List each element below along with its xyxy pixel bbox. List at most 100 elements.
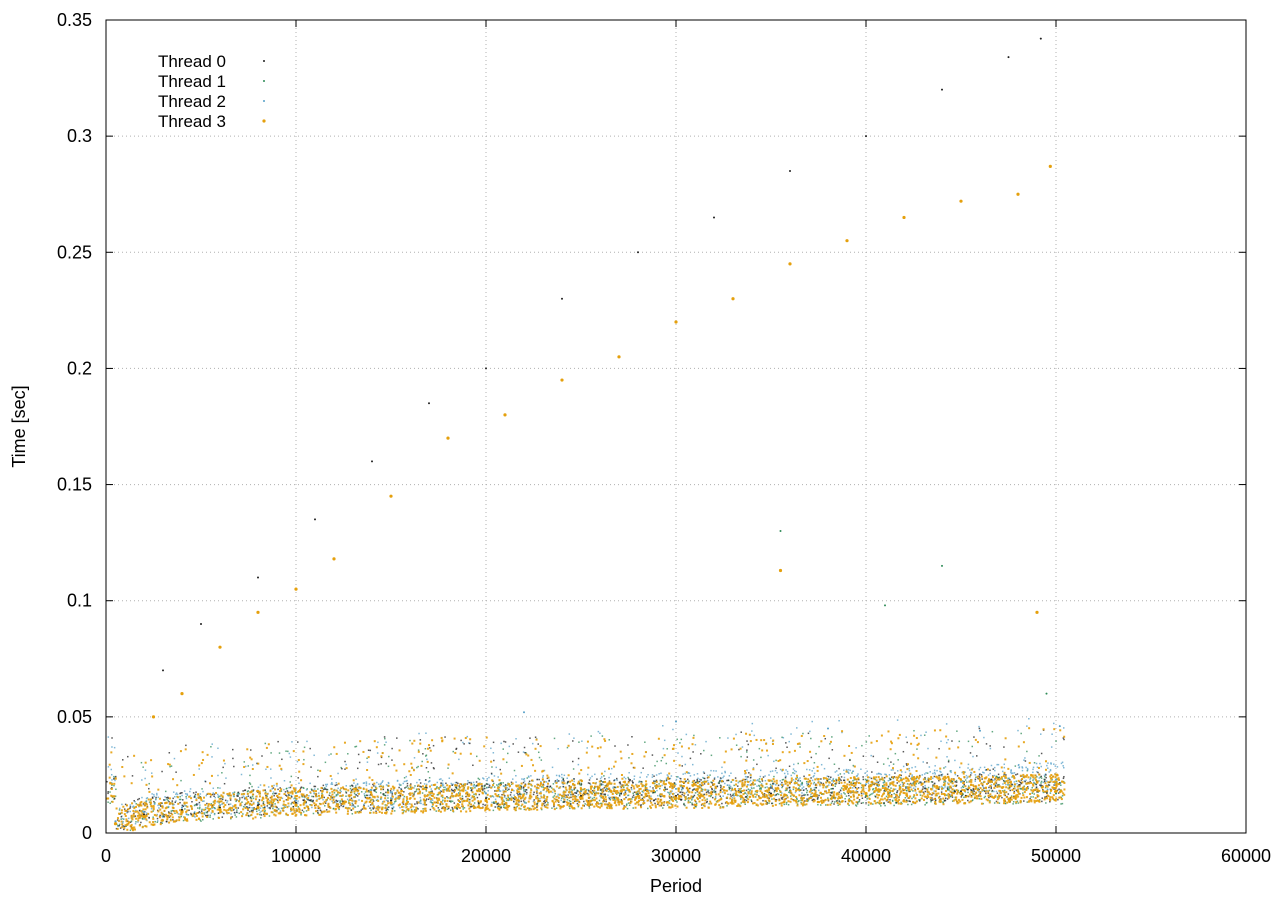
density-dot [414,757,416,759]
density-dot [816,787,818,789]
density-dot [685,798,687,800]
density-dot [768,774,770,776]
density-dot [788,804,790,806]
density-dot [905,780,907,782]
density-dot [411,743,413,745]
density-dot [869,777,871,779]
density-dot [1061,781,1063,783]
density-dot [249,787,251,789]
density-dot [708,803,710,805]
density-dot [311,796,313,798]
density-dot [825,804,827,806]
density-dot [411,793,413,795]
density-dot [122,806,124,808]
density-dot [639,792,641,794]
density-dot [248,795,250,797]
density-dot [729,788,731,790]
density-dot [417,808,419,810]
density-dot [1049,796,1051,798]
density-dot [426,767,428,769]
density-dot [152,816,154,818]
density-dot [242,813,244,815]
density-dot [695,744,697,746]
density-dot [963,782,965,784]
density-dot [1008,793,1010,795]
density-dot [447,767,449,769]
density-dot [615,804,617,806]
density-dot [703,750,705,752]
density-dot [334,792,336,794]
density-dot [350,788,352,790]
density-dot [863,755,865,757]
density-dot [1004,764,1006,766]
density-dot [1063,776,1065,778]
density-dot [986,743,988,745]
density-dot [996,791,998,793]
density-dot [1050,792,1052,794]
density-dot [451,807,453,809]
density-dot [837,802,839,804]
density-dot [355,778,357,780]
density-dot [265,795,267,797]
density-dot [342,794,344,796]
density-dot [672,729,674,731]
density-dot [625,778,627,780]
density-dot [557,748,559,750]
density-dot [462,742,464,744]
density-dot [916,780,918,782]
density-dot [438,807,440,809]
density-dot [409,803,411,805]
density-dot [1011,784,1013,786]
density-dot [367,761,369,763]
density-dot [111,737,113,739]
density-dot [745,760,747,762]
density-dot [416,782,418,784]
density-dot [346,792,348,794]
density-dot [723,775,725,777]
density-dot [850,782,852,784]
density-dot [730,794,732,796]
density-dot [418,802,420,804]
density-dot [807,790,809,792]
density-dot [474,784,476,786]
density-dot [353,782,355,784]
density-dot [433,767,435,769]
density-dot [240,811,242,813]
density-dot [844,798,846,800]
density-dot [567,799,569,801]
density-dot [145,769,147,771]
density-dot [846,795,848,797]
density-dot [118,825,120,827]
density-dot [1041,781,1043,783]
density-dot [266,793,268,795]
density-dot [763,776,765,778]
density-dot [926,802,928,804]
density-dot [663,748,665,750]
density-dot [352,813,354,815]
density-dot [700,779,702,781]
density-dot [568,802,570,804]
density-dot [592,790,594,792]
density-dot [507,753,509,755]
density-dot [1026,751,1028,753]
density-dot [313,813,315,815]
density-dot [951,740,953,742]
density-dot [861,802,863,804]
density-dot [666,789,668,791]
density-dot [306,741,308,743]
density-dot [1023,797,1025,799]
density-dot [1051,796,1053,798]
density-dot [781,798,783,800]
density-dot [795,781,797,783]
density-dot [234,812,236,814]
density-dot [293,810,295,812]
density-dot [303,787,305,789]
density-dot [1030,796,1032,798]
density-dot [760,770,762,772]
density-dot [462,805,464,807]
density-dot [232,749,234,751]
density-dot [156,794,158,796]
density-dot [507,798,509,800]
density-dot [493,796,495,798]
density-dot [691,802,693,804]
